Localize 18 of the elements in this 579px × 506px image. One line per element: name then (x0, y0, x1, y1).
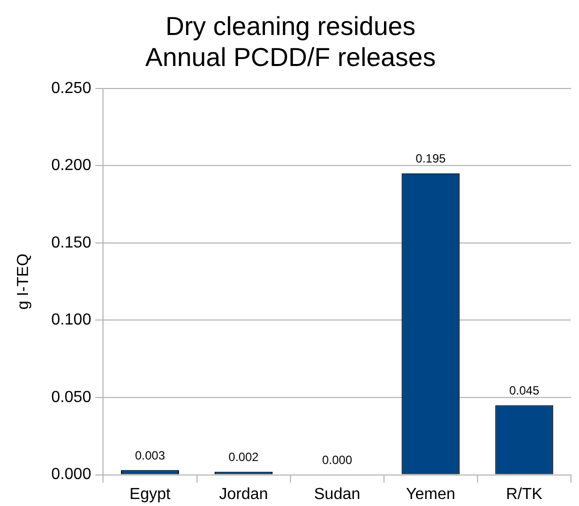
x-tick-label: Egypt (130, 486, 172, 503)
y-tick-label: 0.000 (51, 466, 92, 484)
y-tick-label: 0.100 (51, 312, 92, 329)
data-label: 0.195 (416, 152, 446, 166)
y-tick-label: 0.050 (51, 388, 92, 406)
data-label: 0.003 (135, 448, 166, 462)
x-tick-label: Sudan (314, 486, 360, 503)
y-tick-label: 0.200 (51, 157, 92, 174)
y-axis-title: g I-TEQ (15, 254, 32, 310)
y-tick-label: 0.150 (51, 234, 92, 252)
data-label: 0.000 (322, 453, 352, 468)
x-tick-label: Jordan (219, 486, 268, 503)
x-tick-label: Yemen (406, 486, 456, 503)
data-label: 0.002 (228, 450, 259, 464)
data-label: 0.045 (509, 384, 540, 398)
x-tick-label: R/TK (506, 486, 543, 503)
chart-title: Dry cleaning residues Annual PCDD/F releases (145, 10, 436, 72)
y-tick-label: 0.250 (51, 80, 92, 97)
